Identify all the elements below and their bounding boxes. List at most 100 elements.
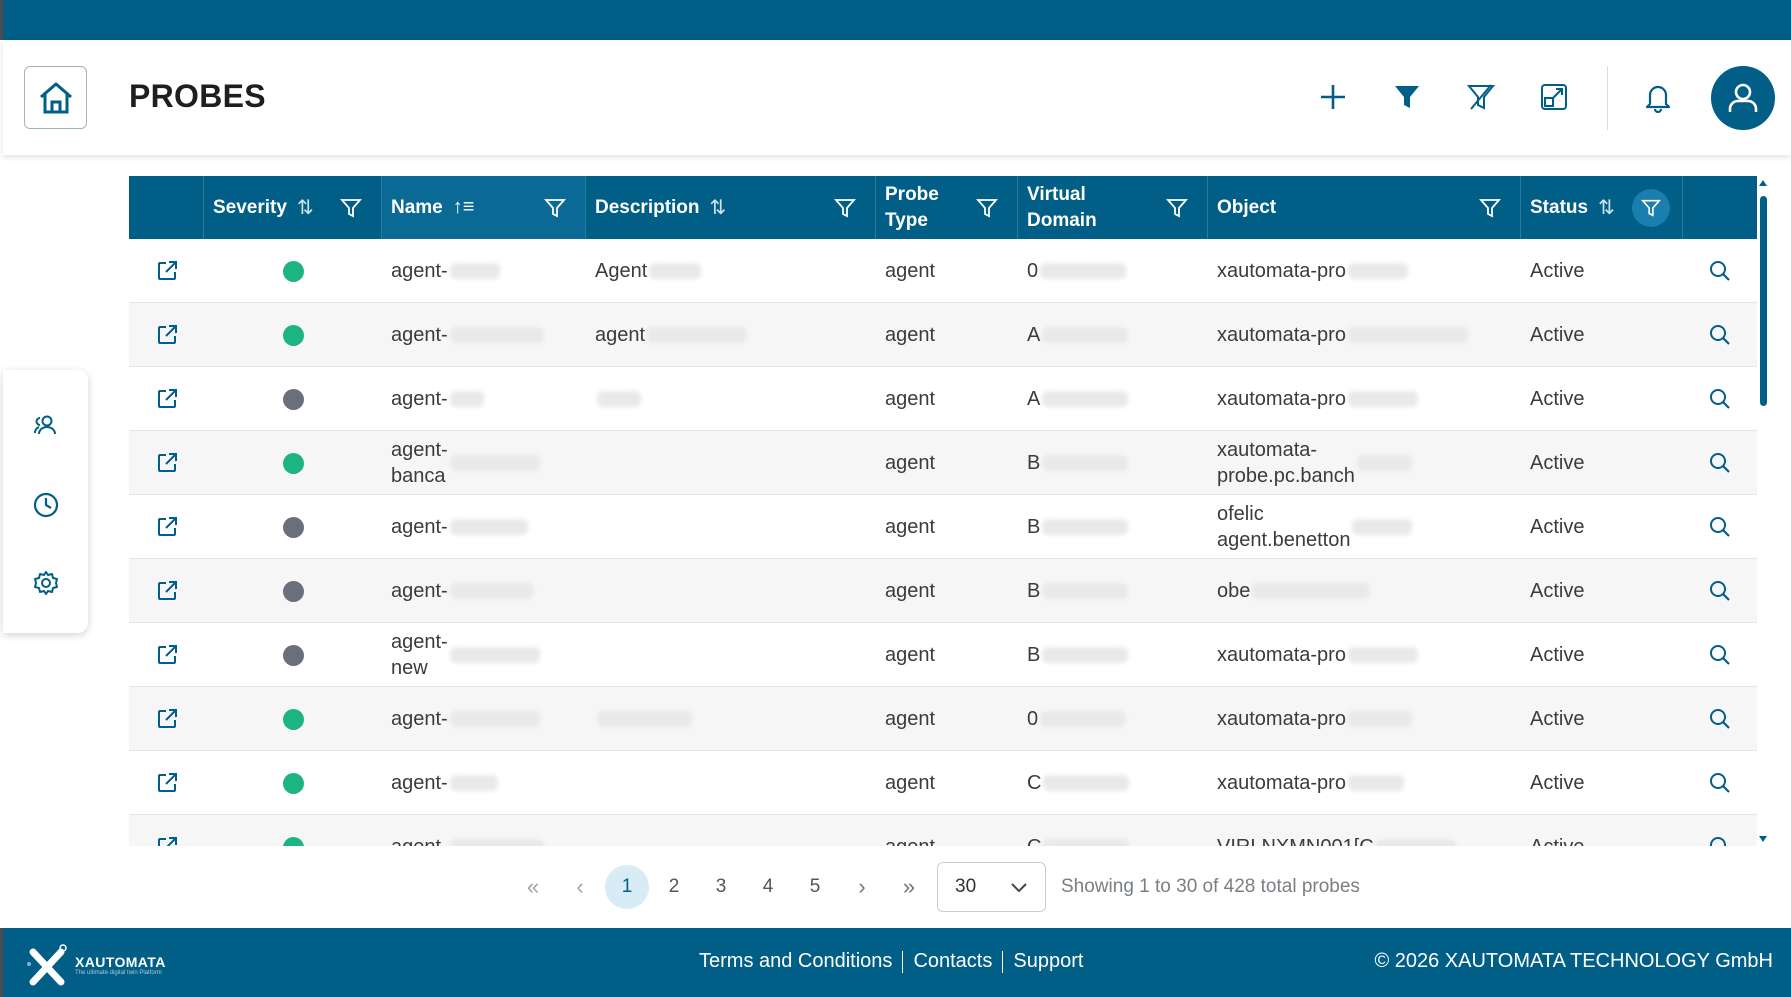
page-2-button[interactable]: 2 xyxy=(668,876,680,897)
view-probe-button[interactable] xyxy=(1683,431,1757,495)
table-row[interactable]: agent- Agent agent 0 xautomata-pro Active xyxy=(129,239,1757,303)
virtual-domain: B xyxy=(1027,516,1041,538)
view-probe-button[interactable] xyxy=(1683,815,1757,846)
support-link[interactable]: Support xyxy=(1013,950,1084,972)
sort-icon[interactable]: ⇅ xyxy=(709,197,727,219)
first-page-button[interactable]: « xyxy=(526,874,540,899)
last-page-button[interactable]: » xyxy=(902,874,916,899)
view-probe-button[interactable] xyxy=(1683,623,1757,687)
page-size-select[interactable]: 30 xyxy=(937,862,1046,912)
open-probe-button[interactable] xyxy=(129,815,204,846)
search-icon xyxy=(1710,773,1730,793)
col-severity[interactable]: Severity ⇅ xyxy=(204,176,382,239)
search-icon xyxy=(1710,645,1730,665)
column-filter-icon[interactable] xyxy=(339,196,363,220)
scroll-down-arrow[interactable] xyxy=(1759,836,1767,842)
page-3-button[interactable]: 3 xyxy=(715,876,727,897)
redacted-text xyxy=(449,455,540,471)
home-button[interactable] xyxy=(24,66,87,129)
open-probe-button[interactable] xyxy=(129,751,204,815)
gear-icon xyxy=(34,571,58,595)
column-filter-icon[interactable] xyxy=(833,196,857,220)
col-status[interactable]: Status ⇅ xyxy=(1521,176,1683,239)
description-cell xyxy=(586,495,876,559)
column-filter-icon[interactable] xyxy=(543,196,567,220)
user-menu-button[interactable] xyxy=(1711,66,1775,130)
view-probe-button[interactable] xyxy=(1683,303,1757,367)
open-probe-button[interactable] xyxy=(129,431,204,495)
view-probe-button[interactable] xyxy=(1683,367,1757,431)
view-probe-button[interactable] xyxy=(1683,495,1757,559)
probe-type-cell: agent xyxy=(876,303,1018,367)
col-name[interactable]: Name ↑≡ xyxy=(382,176,586,239)
virtual-domain: 0 xyxy=(1027,260,1039,282)
next-page-button[interactable]: › xyxy=(858,874,866,899)
open-probe-button[interactable] xyxy=(129,623,204,687)
col-description[interactable]: Description ⇅ xyxy=(586,176,876,239)
table-row[interactable]: agent-agent 0 xautomata-pro Active xyxy=(129,687,1757,751)
sort-ascending-icon[interactable]: ↑≡ xyxy=(452,196,475,218)
side-users-button[interactable] xyxy=(29,409,63,443)
add-probe-button[interactable] xyxy=(1312,76,1354,118)
probe-type: agent xyxy=(885,772,936,794)
open-probe-button[interactable] xyxy=(129,367,204,431)
open-probe-button[interactable] xyxy=(129,303,204,367)
col-virtual-domain[interactable]: Virtual Domain xyxy=(1018,176,1208,239)
page-1-button[interactable]: 1 xyxy=(605,865,649,909)
side-settings-button[interactable] xyxy=(29,566,63,600)
col-severity-label: Severity xyxy=(213,196,287,218)
scroll-up-arrow[interactable] xyxy=(1759,180,1767,186)
probe-object: xautomata-pro xyxy=(1217,388,1346,410)
name-cell: agent- new xyxy=(382,623,586,687)
filter-button[interactable] xyxy=(1386,76,1428,118)
table-scrollbar[interactable] xyxy=(1757,176,1767,846)
page-header: PROBES xyxy=(3,40,1791,155)
sort-icon[interactable]: ⇅ xyxy=(296,197,314,219)
side-history-button[interactable] xyxy=(29,488,63,522)
open-probe-button[interactable] xyxy=(129,687,204,751)
open-probe-button[interactable] xyxy=(129,239,204,303)
contacts-link[interactable]: Contacts xyxy=(913,950,993,972)
prev-page-button[interactable]: ‹ xyxy=(576,874,584,899)
open-probe-button[interactable] xyxy=(129,495,204,559)
virtual-domain: A xyxy=(1027,324,1041,346)
notifications-button[interactable] xyxy=(1637,76,1679,118)
severity-cell xyxy=(204,431,382,495)
column-filter-icon[interactable] xyxy=(1478,196,1502,220)
column-filter-icon[interactable] xyxy=(975,196,999,220)
sort-icon[interactable]: ⇅ xyxy=(1598,197,1615,219)
probe-type: agent xyxy=(885,580,936,602)
probe-object: ofelic agent.benetton xyxy=(1217,503,1351,551)
view-probe-button[interactable] xyxy=(1683,559,1757,623)
view-probe-button[interactable] xyxy=(1683,751,1757,815)
page-4-button[interactable]: 4 xyxy=(762,876,774,897)
status-filter-active-button[interactable] xyxy=(1632,189,1670,227)
clear-filter-button[interactable] xyxy=(1460,76,1502,118)
status-cell: Active xyxy=(1521,559,1683,623)
table-row[interactable]: agent-agent C VIRLNXMN001[C Active xyxy=(129,815,1757,846)
page-5-button[interactable]: 5 xyxy=(809,876,821,897)
severity-indicator xyxy=(282,388,304,410)
view-probe-button[interactable] xyxy=(1683,687,1757,751)
open-probe-button[interactable] xyxy=(129,559,204,623)
probe-name: agent- xyxy=(391,388,448,410)
severity-indicator xyxy=(282,260,304,282)
probe-type: agent xyxy=(885,324,936,346)
scrollbar-thumb[interactable] xyxy=(1760,196,1767,406)
redacted-text xyxy=(1043,775,1130,791)
terms-link[interactable]: Terms and Conditions xyxy=(699,950,893,972)
col-object-label: Object xyxy=(1217,196,1277,218)
column-filter-icon[interactable] xyxy=(1165,196,1189,220)
expand-button[interactable] xyxy=(1533,76,1575,118)
view-probe-button[interactable] xyxy=(1683,239,1757,303)
col-probe-type[interactable]: Probe Type xyxy=(876,176,1018,239)
virtual-domain-cell: B xyxy=(1018,623,1208,687)
col-object[interactable]: Object xyxy=(1208,176,1521,239)
